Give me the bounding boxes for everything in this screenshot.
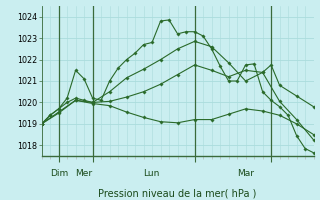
Text: Lun: Lun (144, 168, 160, 178)
Text: Pression niveau de la mer( hPa ): Pression niveau de la mer( hPa ) (99, 189, 257, 199)
Text: Mer: Mer (76, 168, 93, 178)
Text: Mar: Mar (237, 168, 254, 178)
Text: Dim: Dim (50, 168, 68, 178)
